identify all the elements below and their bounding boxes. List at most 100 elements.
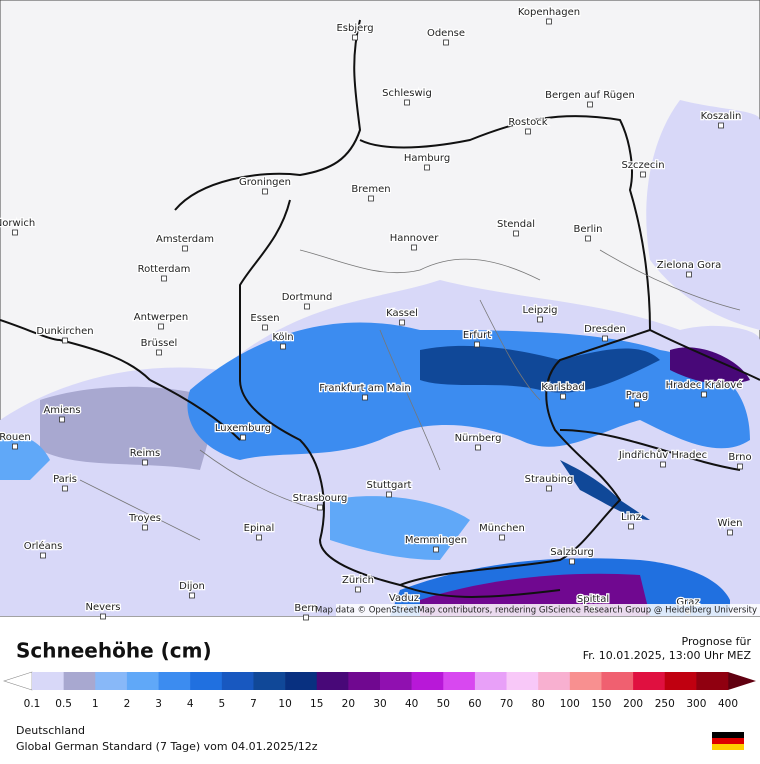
city-marker <box>628 523 634 530</box>
city-marker <box>525 128 531 135</box>
city-marker <box>602 335 608 342</box>
city-marker <box>686 271 692 278</box>
city-label: Amsterdam <box>156 234 214 245</box>
city-label: Koszalin <box>701 111 742 122</box>
city-label: Zielona Gora <box>657 260 721 271</box>
city-marker <box>546 18 552 25</box>
city-label: Frankfurt am Main <box>319 383 410 394</box>
city-label: Zürich <box>342 575 374 586</box>
city-label: Rouen <box>0 432 31 443</box>
city-label: Nürnberg <box>455 433 502 444</box>
city-label: Strasbourg <box>293 493 348 504</box>
city-marker <box>156 349 162 356</box>
colorbar-label: 400 <box>718 698 738 710</box>
colorbar-label: 3 <box>155 698 162 710</box>
city-label: Kopenhagen <box>518 7 580 18</box>
colorbar-box <box>316 672 349 690</box>
region: Deutschland <box>16 724 85 737</box>
city-marker <box>161 275 167 282</box>
city-marker <box>59 416 65 423</box>
colorbar-label: 50 <box>437 698 450 710</box>
colorbar-box <box>569 672 602 690</box>
city-label: Spittal <box>577 594 609 605</box>
city-label: Leipzig <box>522 305 557 316</box>
colorbar-label: 4 <box>187 698 194 710</box>
city-marker <box>240 434 246 441</box>
city-marker <box>262 188 268 195</box>
city-marker <box>537 316 543 323</box>
city-marker <box>62 485 68 492</box>
city-label: Memmingen <box>405 535 467 546</box>
colorbar-box <box>506 672 539 690</box>
city-marker <box>142 459 148 466</box>
colorbar-low <box>3 671 33 691</box>
city-label: Groningen <box>239 177 291 188</box>
attribution: Map data © OpenStreetMap contributors, r… <box>315 606 757 616</box>
city-label: Luxemburg <box>215 423 271 434</box>
city-label: Antwerpen <box>134 312 188 323</box>
city-label: Linz <box>621 512 641 523</box>
city-marker <box>411 244 417 251</box>
colorbar-label: 250 <box>655 698 675 710</box>
model-run: Global German Standard (7 Tage) vom 04.0… <box>16 740 318 753</box>
legend-title: Schneehöhe (cm) <box>16 639 212 663</box>
city-label: Straubing <box>525 474 574 485</box>
forecast-label: Prognose für <box>682 635 752 648</box>
city-label: Reims <box>130 448 160 459</box>
colorbar: 0.1 0.5 1 2 3 4 5 7 10 15 20 30 40 50 60 70 80 100 150 200 2… <box>3 671 756 710</box>
colorbar-high <box>728 672 756 690</box>
city-marker <box>585 235 591 242</box>
city-marker <box>304 303 310 310</box>
colorbar-label: 200 <box>623 698 643 710</box>
city-marker <box>40 552 46 559</box>
city-label: Brno <box>728 452 751 463</box>
city-label: Stendal <box>497 219 535 230</box>
city-marker <box>280 343 286 350</box>
city-marker <box>701 391 707 398</box>
city-label: Dresden <box>584 324 626 335</box>
city-label: München <box>479 523 525 534</box>
city-label: Salzburg <box>550 547 593 558</box>
city-marker <box>142 524 148 531</box>
city-label: Paris <box>53 474 77 485</box>
snow-area <box>40 386 220 470</box>
colorbar-label: 20 <box>342 698 355 710</box>
city-marker <box>303 614 309 621</box>
colorbar-box <box>63 672 96 690</box>
colorbar-label: 60 <box>468 698 481 710</box>
colorbar-label: 0.1 <box>24 698 41 710</box>
colorbar-label: 15 <box>310 698 323 710</box>
city-marker <box>352 34 358 41</box>
city-label: Norwich <box>0 218 35 229</box>
colorbar-label: 5 <box>218 698 225 710</box>
city-label: Troyes <box>128 513 161 524</box>
colorbar-box <box>601 672 634 690</box>
colorbar-box <box>474 672 507 690</box>
city-labels: Esbjerg Odense Kopenhagen Schleswig Bergen a… <box>0 6 753 621</box>
city-label: Dijon <box>179 581 205 592</box>
city-label: Hannover <box>390 233 440 244</box>
borders <box>0 19 760 598</box>
city-label: Stuttgart <box>367 480 412 491</box>
colorbar-box <box>664 672 697 690</box>
city-marker <box>424 164 430 171</box>
snow-area <box>560 460 650 520</box>
city-label: Kassel <box>386 308 418 319</box>
colorbar-label: 70 <box>500 698 513 710</box>
city-label: Essen <box>250 313 279 324</box>
city-marker <box>727 529 733 536</box>
city-label: Dunkirchen <box>36 326 93 337</box>
city-marker <box>62 337 68 344</box>
city-marker <box>660 461 666 468</box>
regions <box>79 249 741 541</box>
colorbar-box <box>411 672 444 690</box>
colorbar-box <box>253 672 286 690</box>
city-marker <box>475 444 481 451</box>
city-label: Jindřichův Hradec <box>618 449 707 461</box>
city-label: Amiens <box>43 405 80 416</box>
city-label: Nevers <box>85 602 120 613</box>
colorbar-label: 80 <box>531 698 544 710</box>
snow-area <box>420 345 660 393</box>
snow-area <box>646 100 760 330</box>
